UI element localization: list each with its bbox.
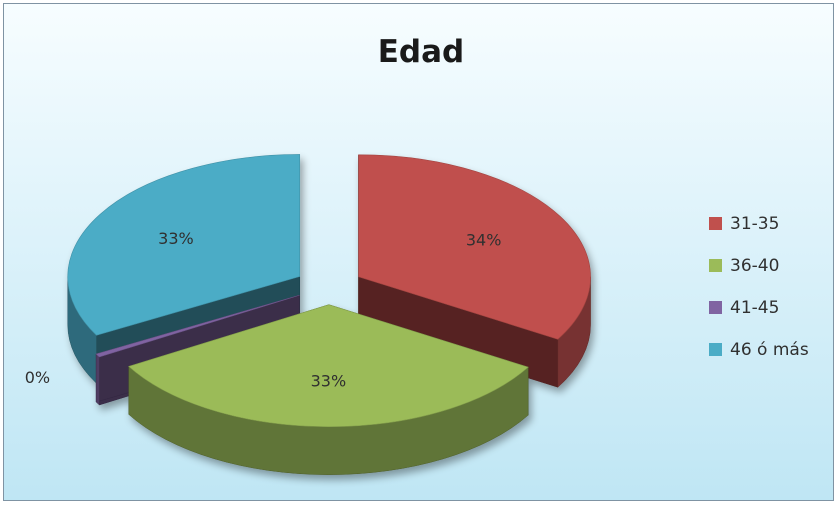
pie-slices [67, 154, 591, 475]
pie-slice-top [128, 304, 529, 427]
chart-title: Edad [378, 34, 464, 70]
legend-swatch [709, 217, 722, 230]
pie-slice-top [95, 294, 300, 358]
legend: 31-35 36-40 41-45 46 ó más [709, 214, 809, 360]
legend-label: 41-45 [730, 298, 779, 318]
pie-slice [128, 304, 529, 475]
legend-swatch [709, 301, 722, 314]
data-label: 0% [25, 368, 50, 387]
legend-item: 41-45 [709, 298, 779, 318]
legend-item: 46 ó más [709, 340, 809, 360]
data-label: 33% [158, 229, 194, 248]
pie-chart: Edad 34% 33% 0% 33% 31-35 36-40 41-45 46 ó más [25, 34, 809, 475]
pie-slice-top [358, 154, 591, 340]
data-label: 34% [466, 230, 502, 249]
pie-slice-side [95, 353, 100, 406]
legend-label: 31-35 [730, 214, 779, 234]
pie-slice-top [67, 154, 301, 336]
legend-swatch [709, 259, 722, 272]
data-labels: 34% 33% 0% 33% [25, 229, 502, 390]
legend-item: 31-35 [709, 214, 779, 234]
pie-slice [358, 154, 591, 388]
data-label: 33% [311, 371, 347, 390]
legend-swatch [709, 343, 722, 356]
legend-label: 36-40 [730, 256, 779, 276]
legend-label: 46 ó más [730, 340, 809, 360]
legend-item: 36-40 [709, 256, 779, 276]
chart-frame: Edad 34% 33% 0% 33% 31-35 36-40 41-45 46 ó más [3, 3, 834, 501]
